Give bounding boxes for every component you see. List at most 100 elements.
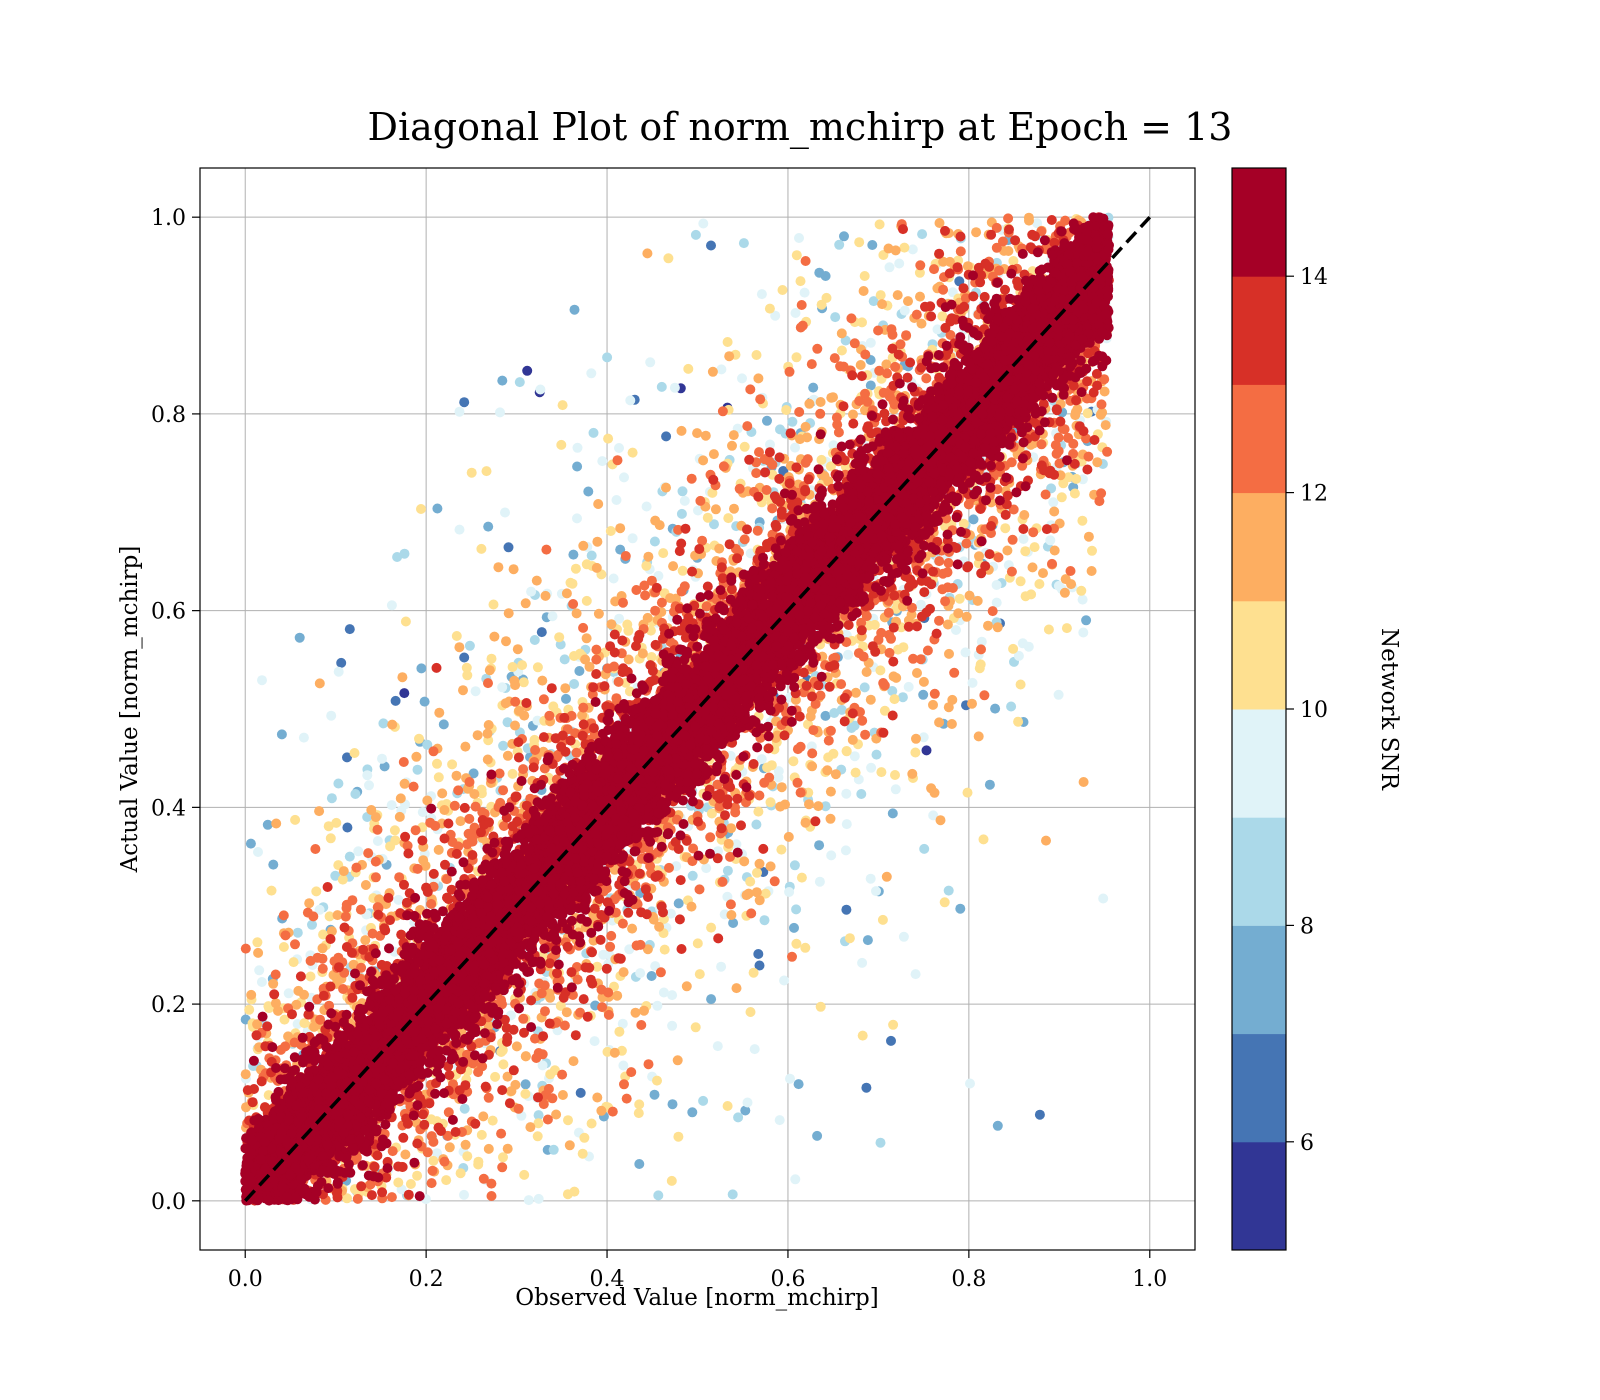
scatter-point <box>862 935 873 946</box>
scatter-point <box>716 364 727 375</box>
scatter-point <box>530 745 541 755</box>
scatter-point <box>815 408 826 419</box>
scatter-point <box>554 632 565 643</box>
scatter-point <box>390 695 401 706</box>
scatter-point <box>669 382 680 393</box>
scatter-point <box>681 981 692 992</box>
scatter-point <box>907 768 918 779</box>
scatter-point <box>825 725 836 736</box>
scatter-point <box>764 447 775 458</box>
scatter-point <box>766 760 777 771</box>
scatter-point <box>605 526 616 536</box>
scatter-point <box>774 473 785 484</box>
scatter-point <box>859 682 870 693</box>
scatter-point <box>1083 451 1094 462</box>
scatter-point <box>362 770 373 781</box>
scatter-point <box>795 276 806 287</box>
scatter-point <box>500 507 510 518</box>
scatter-point <box>633 1108 644 1119</box>
scatter-point <box>577 730 588 741</box>
scatter-point <box>878 387 889 398</box>
scatter-point <box>829 708 840 718</box>
scatter-point <box>476 1129 487 1140</box>
scatter-point <box>753 373 764 384</box>
scatter-point <box>431 662 442 673</box>
scatter-point <box>410 825 421 836</box>
scatter-point <box>482 754 493 765</box>
scatter-point <box>841 788 852 799</box>
scatter-point <box>955 231 966 242</box>
scatter-point <box>609 1047 620 1058</box>
scatter-point <box>326 793 337 804</box>
scatter-point <box>561 693 571 704</box>
scatter-point <box>333 666 344 677</box>
scatter-point <box>706 240 716 251</box>
scatter-point <box>935 815 946 826</box>
scatter-point <box>337 874 348 885</box>
scatter-point <box>922 645 933 656</box>
scatter-point <box>562 1189 573 1200</box>
scatter-point <box>943 885 954 896</box>
scatter-point <box>806 359 817 370</box>
scatter-point <box>518 1013 529 1024</box>
scatter-point <box>503 542 514 553</box>
scatter-point <box>630 1007 641 1018</box>
scatter-point <box>533 1193 544 1204</box>
scatter-point <box>816 299 827 310</box>
scatter-point <box>493 562 504 573</box>
scatter-point <box>593 608 604 619</box>
scatter-point <box>498 740 509 751</box>
scatter-point <box>856 789 867 799</box>
scatter-point <box>459 397 470 408</box>
scatter-point <box>266 885 277 896</box>
scatter-point <box>338 984 349 994</box>
scatter-point <box>378 718 389 729</box>
scatter-point <box>333 952 344 963</box>
scatter-point <box>1043 624 1054 635</box>
scatter-point <box>934 615 944 626</box>
scatter-point <box>876 767 887 778</box>
scatter-point <box>589 1036 600 1047</box>
scatter-point <box>1078 777 1089 787</box>
scatter-point <box>439 805 450 815</box>
scatter-point <box>889 694 900 705</box>
scatter-point <box>591 654 602 665</box>
scatter-point <box>784 366 795 377</box>
scatter-point <box>921 745 932 756</box>
scatter-point <box>976 644 986 655</box>
scatter-point <box>344 624 355 635</box>
scatter-point <box>979 690 990 701</box>
scatter-point <box>978 834 989 845</box>
scatter-point <box>476 543 487 554</box>
scatter-point <box>619 1079 629 1090</box>
scatter-point <box>532 1131 543 1142</box>
scatter-point <box>1071 473 1082 484</box>
scatter-point <box>868 296 879 307</box>
scatter-point <box>887 710 898 721</box>
scatter-point <box>781 405 792 415</box>
scatter-point <box>386 1192 397 1203</box>
scatter-point <box>843 649 854 660</box>
scatter-point <box>601 963 612 974</box>
scatter-point <box>916 318 927 329</box>
scatter-point <box>1055 416 1066 427</box>
scatter-point <box>531 575 542 586</box>
scatter-point <box>884 647 895 658</box>
scatter-point <box>763 743 774 754</box>
scatter-point <box>453 785 464 796</box>
scatter-point <box>677 486 688 497</box>
chart-title: Diagonal Plot of norm_mchirp at Epoch = … <box>368 105 1233 150</box>
scatter-point <box>901 330 912 341</box>
scatter-point <box>759 915 770 926</box>
scatter-point <box>1049 545 1060 556</box>
scatter-point <box>748 967 759 978</box>
scatter-point <box>561 1007 572 1018</box>
scatter-point <box>958 283 969 294</box>
scatter-point <box>344 851 355 862</box>
scatter-point <box>654 520 665 531</box>
scatter-point <box>886 633 896 644</box>
scatter-point <box>739 441 750 452</box>
scatter-point <box>1000 523 1011 534</box>
scatter-point <box>745 1007 756 1017</box>
scatter-point <box>434 707 445 718</box>
